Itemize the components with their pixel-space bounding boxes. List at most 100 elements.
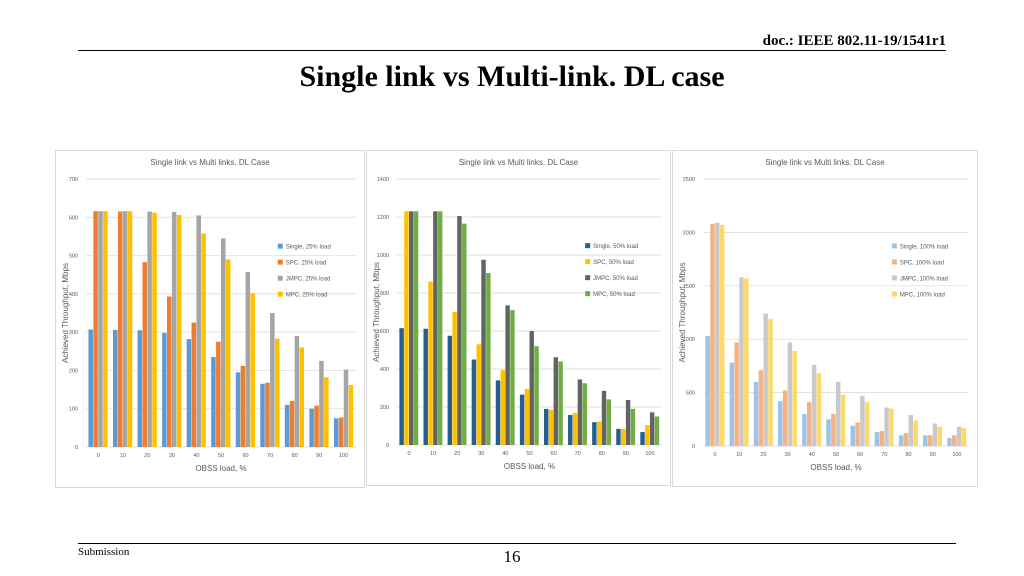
bar <box>860 395 865 446</box>
y-tick-label: 2500 <box>683 177 695 183</box>
bar <box>816 373 822 446</box>
bar <box>884 407 889 446</box>
bar <box>299 347 305 447</box>
bar <box>927 435 933 446</box>
y-tick-label: 0 <box>75 445 78 451</box>
x-tick-label: 30 <box>169 453 175 459</box>
y-tick-label: 600 <box>380 329 389 335</box>
bar <box>428 281 433 445</box>
bar <box>240 365 246 447</box>
bar <box>705 335 710 446</box>
bar <box>103 211 108 447</box>
bar <box>787 342 793 446</box>
y-tick-label: 600 <box>69 215 78 221</box>
y-tick-label: 400 <box>69 292 78 298</box>
y-tick-label: 1000 <box>683 337 695 343</box>
document-id: doc.: IEEE 802.11-19/1541r1 <box>762 33 946 49</box>
bar <box>245 272 251 447</box>
legend-label: SPC, 50% load <box>593 260 634 266</box>
bar <box>225 259 231 447</box>
bar <box>548 409 554 445</box>
bar <box>826 419 831 446</box>
bar <box>447 335 453 445</box>
x-tick-label: 20 <box>144 453 150 459</box>
x-tick-label: 100 <box>952 452 961 458</box>
x-axis-label: OBSS load, % <box>504 462 555 471</box>
x-tick-label: 20 <box>454 451 460 457</box>
bar <box>294 335 300 447</box>
legend-swatch <box>277 291 283 297</box>
y-tick-label: 500 <box>69 254 78 260</box>
bar <box>898 435 904 446</box>
x-tick-label: 0 <box>714 452 717 458</box>
x-tick-label: 60 <box>551 451 557 457</box>
bar <box>413 211 419 445</box>
bar <box>471 359 477 445</box>
legend-label: JMPC, 100% load <box>900 276 948 282</box>
chart-title: Single link vs Multi links. DL Case <box>150 158 270 167</box>
legend-label: Single, 100% load <box>900 244 948 250</box>
bar <box>947 437 952 446</box>
bar <box>437 211 443 445</box>
bar <box>630 408 636 445</box>
bar <box>715 222 720 446</box>
x-tick-label: 70 <box>267 453 273 459</box>
bar <box>956 426 962 446</box>
bar <box>932 423 938 446</box>
bar <box>314 405 319 447</box>
bar <box>913 420 918 446</box>
bar <box>572 412 578 445</box>
bar <box>510 310 515 445</box>
x-tick-label: 40 <box>502 451 508 457</box>
bar <box>196 215 201 447</box>
legend-label: Single, 50% load <box>593 244 638 250</box>
bar <box>831 413 836 446</box>
x-tick-label: 50 <box>218 453 224 459</box>
bar <box>802 413 807 446</box>
bar <box>211 357 216 447</box>
bar <box>186 339 192 447</box>
bar <box>744 278 749 446</box>
bar <box>265 382 270 447</box>
x-tick-label: 60 <box>242 453 248 459</box>
bar <box>568 414 573 445</box>
bar <box>640 432 645 445</box>
bar <box>162 332 167 447</box>
y-tick-label: 1400 <box>377 177 389 183</box>
legend-label: SPC, 100% load <box>900 260 944 266</box>
bar <box>553 357 559 445</box>
chart-panel-100-load: Single link vs Multi links. DL Case 0 500 1… <box>672 150 978 487</box>
bar <box>275 338 280 447</box>
bar <box>495 380 501 445</box>
bar <box>457 216 462 445</box>
bar <box>582 383 587 445</box>
legend-swatch <box>585 259 591 265</box>
bar <box>235 372 241 447</box>
bar <box>952 435 957 446</box>
x-tick-label: 90 <box>930 452 936 458</box>
bar <box>476 344 481 445</box>
bar <box>543 408 549 445</box>
bar <box>167 296 172 447</box>
bar <box>309 408 314 447</box>
bar <box>961 427 967 446</box>
bar <box>142 262 147 447</box>
chart-title: Single link vs Multi links. DL Case <box>765 158 885 167</box>
bar <box>481 259 486 445</box>
bar <box>137 330 143 447</box>
bar <box>122 211 128 447</box>
bar <box>324 377 329 447</box>
bar <box>758 370 764 446</box>
x-tick-label: 10 <box>736 452 742 458</box>
bar <box>903 433 909 446</box>
bar <box>777 401 783 446</box>
y-axis-label: Achieved Throughput, Mbps <box>372 262 381 362</box>
bar <box>710 223 715 446</box>
bar <box>113 329 118 447</box>
bar <box>338 417 344 447</box>
bar <box>250 293 255 447</box>
legend-swatch <box>585 275 591 281</box>
y-tick-label: 1000 <box>377 253 389 259</box>
page-number: 16 <box>503 547 521 566</box>
x-tick-label: 10 <box>120 453 126 459</box>
